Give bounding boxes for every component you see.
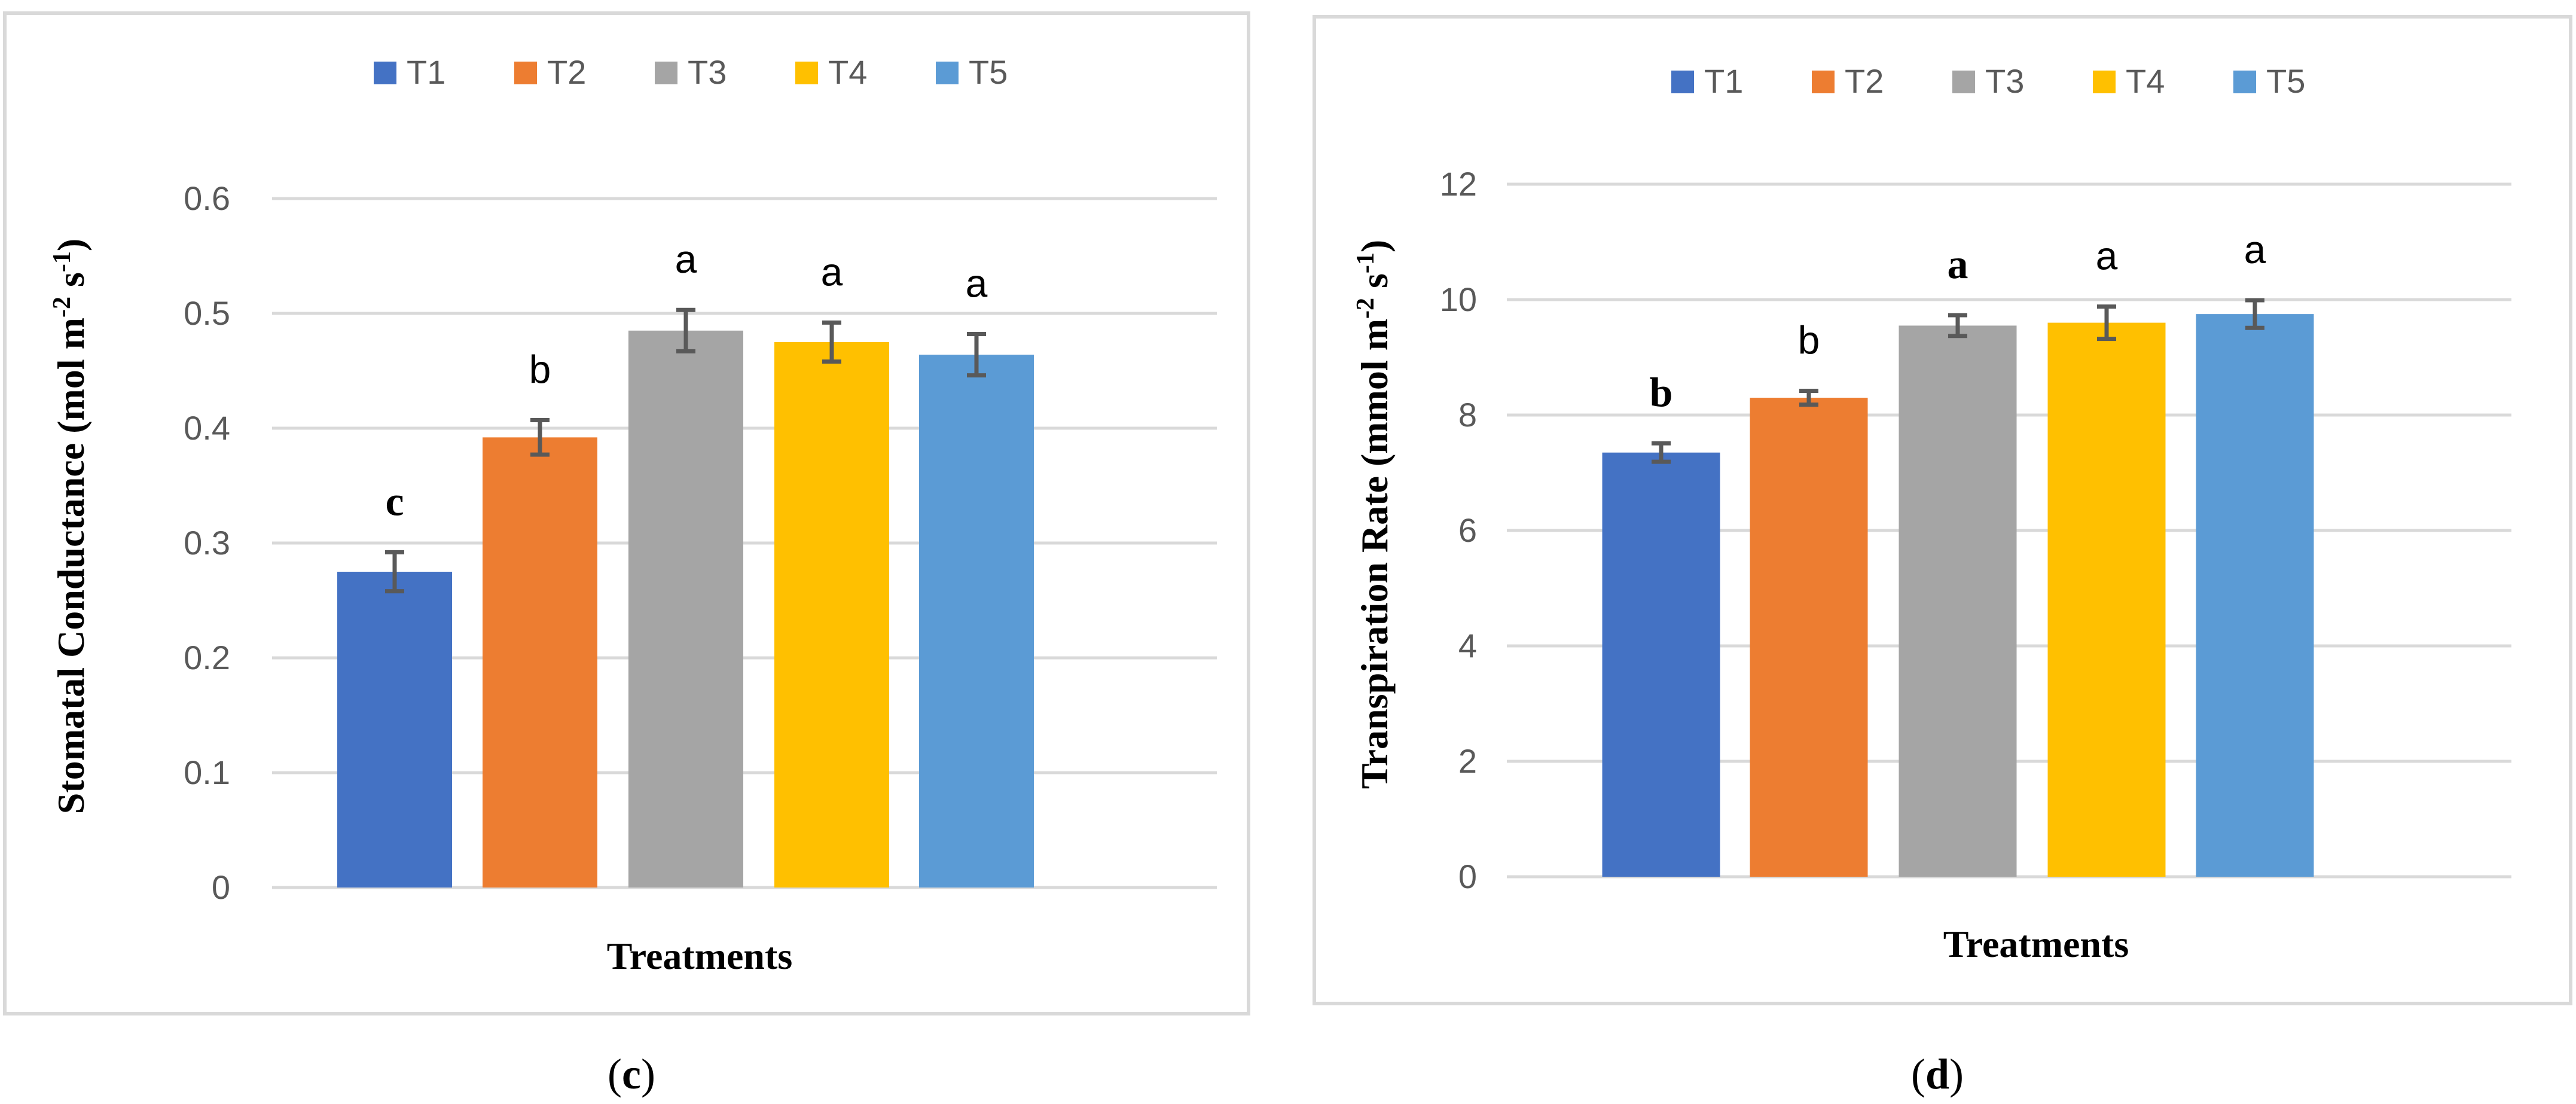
error-bars [385,307,986,594]
y-tick-label: 6 [1458,511,1477,549]
legend-label-t1: T1 [407,53,445,91]
chart-frame [3,11,1250,1015]
x-axis-title: Treatments [1943,923,2129,965]
panel-caption-d: (d) [1911,1050,1964,1098]
y-tick-label: 0 [1458,858,1477,895]
significance-letter-t4: a [2096,234,2118,278]
significance-letter-t5: a [2244,227,2266,272]
legend-label-t2: T2 [1845,62,1884,100]
panel-c-stomatal-conductance-chart: T1 T2 T3 T4 T5 0 0.1 0.2 0.3 0.4 [3,11,1250,1098]
legend-swatch-t3 [655,62,677,84]
y-tick-label: 0.1 [184,754,230,791]
legend-label-t4: T4 [828,53,867,91]
y-axis-ticks: 0 2 4 6 8 10 12 [1440,165,1477,895]
legend-swatch-t5 [936,62,959,84]
legend: T1 T2 T3 T4 T5 [1671,62,2305,100]
legend-label-t5: T5 [969,53,1008,91]
y-axis-title: Stomatal Conductance (mol m-2 s-1) [48,239,92,814]
legend-label-t5: T5 [2266,62,2305,100]
bar-t3 [1899,325,2017,877]
significance-letter-t3: a [1948,242,1968,288]
significance-letter-t1: b [1650,370,1673,416]
bars [1602,314,2314,877]
error-bar-t4 [822,320,841,364]
significance-letter-t3: a [675,237,697,281]
y-tick-label: 0.6 [184,179,230,217]
error-bar-t1 [385,550,404,594]
legend-label-t2: T2 [547,53,586,91]
y-tick-label: 0.4 [184,409,230,447]
bars [337,330,1034,888]
error-bar-t3 [676,307,695,353]
legend-label-t3: T3 [688,53,727,91]
legend-swatch-t2 [514,62,537,84]
significance-letters: c b a a a [385,237,987,524]
bar-t2 [483,437,597,888]
bar-t5 [2196,314,2314,877]
legend-swatch-t4 [2093,71,2116,93]
bar-t3 [628,330,743,888]
legend-swatch-t3 [1952,71,1975,93]
y-tick-label: 12 [1440,165,1477,203]
significance-letter-t2: b [529,347,551,392]
y-axis-title: Transpiration Rate (mmol m-2 s-1) [1352,240,1396,789]
legend: T1 T2 T3 T4 T5 [374,53,1008,91]
bar-t2 [1750,398,1868,877]
error-bar-t4 [2097,304,2116,341]
legend-swatch-t1 [374,62,396,84]
panel-caption-c: (c) [608,1050,655,1098]
y-tick-label: 0.3 [184,524,230,562]
significance-letter-t2: b [1798,318,1820,362]
bar-t1 [337,572,452,888]
significance-letter-t4: a [821,249,843,294]
error-bar-t3 [1948,313,1967,338]
significance-letters: b b a a a [1650,227,2266,416]
y-tick-label: 10 [1440,280,1477,318]
legend-label-t4: T4 [2126,62,2165,100]
y-tick-label: 2 [1458,742,1477,780]
y-tick-label: 8 [1458,396,1477,434]
y-tick-label: 0 [212,868,230,906]
error-bar-t5 [967,332,986,378]
bar-t5 [919,355,1034,888]
significance-letter-t5: a [966,261,988,306]
error-bar-t2 [1799,388,1818,407]
y-tick-label: 0.2 [184,639,230,676]
error-bar-t2 [530,418,550,457]
legend-swatch-t5 [2233,71,2256,93]
y-tick-label: 0.5 [184,294,230,332]
panel-d-transpiration-rate-chart: T1 T2 T3 T4 T5 0 2 4 6 8 10 [1313,15,2572,1098]
legend-label-t3: T3 [1985,62,2024,100]
x-axis-title: Treatments [607,935,792,977]
y-tick-label: 4 [1458,627,1477,664]
legend-label-t1: T1 [1704,62,1743,100]
legend-swatch-t1 [1671,71,1694,93]
y-axis-ticks: 0 0.1 0.2 0.3 0.4 0.5 0.6 [184,179,230,906]
error-bar-t5 [2245,298,2264,330]
error-bars [1652,298,2264,464]
legend-swatch-t4 [795,62,818,84]
bar-t4 [774,342,889,888]
bar-t4 [2047,322,2166,877]
bar-t1 [1602,452,1720,877]
significance-letter-t1: c [385,478,404,524]
error-bar-t1 [1652,441,1671,464]
legend-swatch-t2 [1812,71,1835,93]
